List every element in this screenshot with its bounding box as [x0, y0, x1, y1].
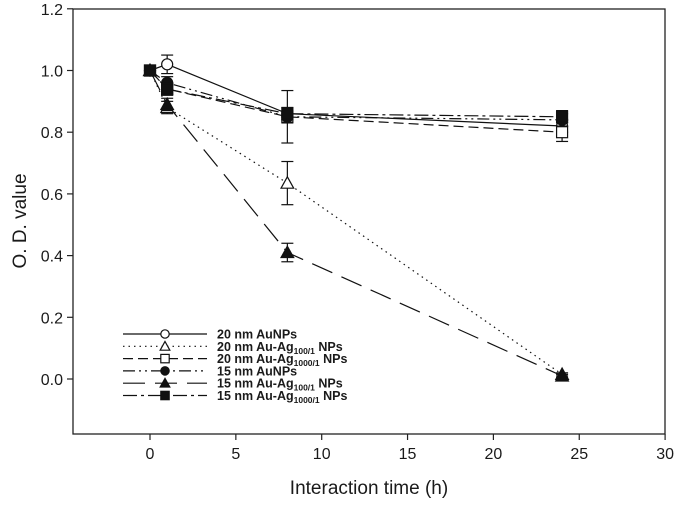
y-tick-label: 0.4 — [41, 249, 63, 266]
legend-label-subscript: 1000/1 — [294, 358, 320, 368]
series-points-5 — [143, 64, 569, 124]
series-line-4 — [149, 70, 563, 377]
filled-square-marker — [555, 110, 569, 123]
filled-triangle-marker — [554, 368, 570, 382]
y-tick-label: 0.2 — [41, 310, 63, 327]
series-line-2 — [149, 70, 563, 133]
x-axis-title: Interaction time (h) — [290, 478, 448, 499]
legend-label-subscript: 100/1 — [294, 383, 316, 393]
filled-square-marker — [160, 390, 170, 401]
legend-item: 15 nm AuNPs — [123, 364, 297, 378]
series-polyline — [149, 70, 563, 377]
y-tick-label: 0.6 — [41, 187, 63, 204]
x-tick-label: 15 — [399, 446, 417, 463]
filled-square-marker — [281, 107, 294, 120]
x-tick-label: 0 — [146, 446, 155, 463]
series-line-5 — [149, 70, 563, 118]
filled-triangle-marker — [159, 96, 175, 111]
series-line-3 — [149, 70, 563, 121]
series-polyline — [149, 70, 563, 133]
x-tick-label: 30 — [656, 446, 674, 463]
legend-label-subscript: 1000/1 — [294, 395, 320, 405]
series-points-2 — [143, 64, 569, 144]
legend-label: 15 nm AuNPs — [217, 364, 297, 378]
legend-label-tail: NPs — [320, 352, 348, 366]
y-axis: 0.0 0.2 0.4 0.6 0.8 1.0 1.2 — [41, 2, 73, 389]
x-tick-label: 25 — [570, 446, 588, 463]
filled-triangle-marker — [280, 244, 295, 259]
series-points-1 — [142, 62, 570, 381]
legend-item: 20 nm Au-Ag100/1 NPs — [123, 340, 343, 356]
x-tick-label: 10 — [313, 446, 331, 463]
y-axis-title: O. D. value — [10, 173, 31, 268]
y-tick-label: 1.0 — [41, 64, 63, 81]
series-polyline — [149, 70, 563, 121]
legend-label: 20 nm AuNPs — [217, 328, 297, 342]
legend-label: 15 nm Au-Ag100/1 NPs — [217, 377, 343, 393]
open-square-marker — [160, 353, 170, 364]
filled-circle-marker — [160, 366, 170, 376]
open-triangle-marker — [280, 175, 295, 189]
plot-border — [72, 8, 666, 435]
x-tick-label: 5 — [231, 446, 240, 463]
y-tick-label: 1.2 — [41, 2, 63, 19]
filled-square-marker — [143, 64, 157, 77]
open-circle-marker — [160, 329, 170, 339]
plot-frame — [72, 8, 666, 435]
legend-label-main: 20 nm Au-Ag — [217, 352, 294, 366]
open-square-marker — [555, 126, 569, 139]
legend-label-tail: NPs — [320, 389, 348, 403]
open-triangle-marker — [159, 340, 171, 351]
legend-label: 15 nm Au-Ag1000/1 NPs — [217, 389, 347, 405]
legend-label-tail: NPs — [315, 340, 343, 354]
legend-label: 20 nm Au-Ag100/1 NPs — [217, 340, 343, 356]
series-line-0 — [149, 63, 563, 127]
filled-square-marker — [161, 82, 174, 96]
series-polyline — [149, 63, 563, 127]
legend-label-main: 15 nm Au-Ag — [217, 389, 294, 403]
y-tick-label: 0.8 — [41, 125, 63, 142]
legend-item: 20 nm AuNPs — [123, 328, 297, 342]
series-polyline — [149, 70, 563, 118]
legend-item: 20 nm Au-Ag1000/1 NPs — [123, 352, 347, 368]
series-layer — [142, 54, 570, 382]
legend-label-main: 15 nm Au-Ag — [217, 377, 294, 391]
legend-label-main: 15 nm AuNPs — [217, 364, 297, 378]
legend-label: 20 nm Au-Ag1000/1 NPs — [217, 352, 347, 368]
x-tick-label: 20 — [485, 446, 503, 463]
series-points-4 — [142, 62, 570, 382]
open-circle-marker — [161, 58, 174, 71]
legend-item: 15 nm Au-Ag100/1 NPs — [123, 377, 343, 393]
x-axis: 0 5 10 15 20 25 30 — [146, 434, 674, 463]
legend-label-tail: NPs — [315, 377, 343, 391]
filled-triangle-marker — [159, 377, 171, 388]
legend-label-main: 20 nm AuNPs — [217, 328, 297, 342]
legend-label-main: 20 nm Au-Ag — [217, 340, 294, 354]
y-tick-label: 0.0 — [41, 372, 63, 389]
legend-item: 15 nm Au-Ag1000/1 NPs — [123, 389, 347, 405]
legend-label-subscript: 100/1 — [294, 346, 316, 356]
